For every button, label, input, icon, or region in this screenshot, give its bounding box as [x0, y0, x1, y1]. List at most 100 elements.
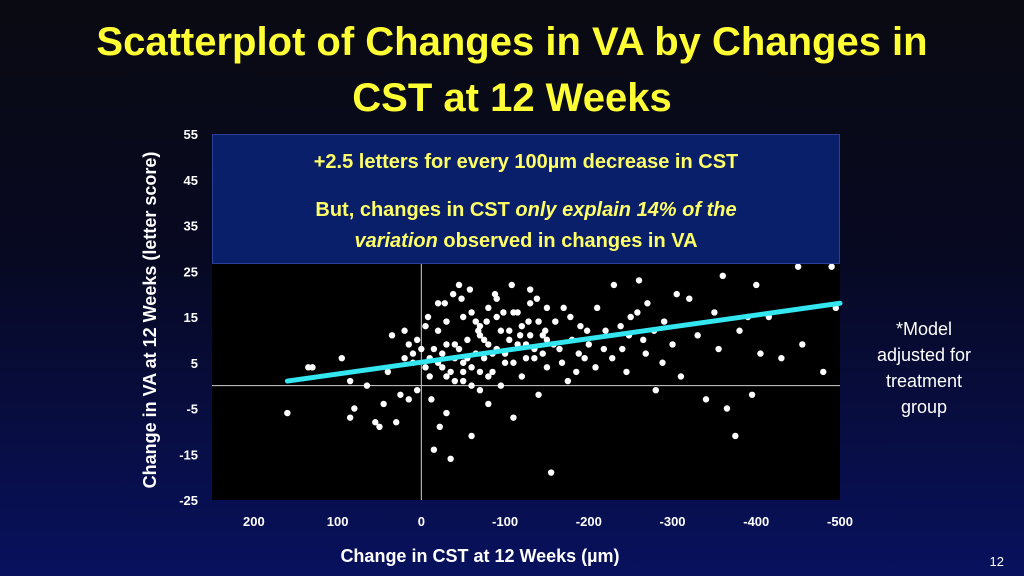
data-point: [443, 341, 450, 348]
data-point: [757, 350, 764, 357]
page-number: 12: [989, 554, 1004, 569]
data-point: [413, 336, 421, 344]
data-point: [380, 400, 387, 408]
data-point: [635, 277, 643, 284]
data-point: [447, 368, 454, 376]
data-point: [491, 290, 499, 298]
data-point: [443, 409, 450, 417]
data-point: [547, 469, 555, 476]
y-tick-label: -25: [179, 493, 198, 508]
data-point: [468, 382, 475, 389]
x-tick-label: 0: [418, 514, 425, 529]
annotation-line-1: +2.5 letters for every 100µm decrease in…: [313, 151, 739, 173]
data-point: [609, 354, 616, 362]
data-point: [702, 396, 710, 403]
data-point: [439, 364, 446, 371]
data-point: [552, 318, 559, 325]
data-point: [736, 327, 743, 334]
model-note-line-4: group: [900, 397, 948, 417]
data-point: [451, 341, 459, 348]
data-point: [460, 313, 467, 321]
data-point: [393, 419, 400, 426]
data-point: [441, 300, 448, 307]
data-point: [405, 396, 412, 403]
data-point: [660, 318, 668, 325]
data-point: [430, 345, 438, 353]
annotation-text-c: variation: [354, 230, 438, 252]
data-point: [401, 327, 408, 334]
data-point: [723, 405, 731, 412]
x-tick-label: -500: [827, 514, 853, 529]
data-point: [592, 364, 599, 371]
chart-title-line-2: CST at 12 Weeks: [352, 76, 672, 120]
data-point: [539, 350, 546, 357]
x-tick-label: -200: [576, 514, 602, 529]
data-point: [483, 318, 490, 325]
data-point: [564, 377, 572, 385]
data-point: [600, 345, 608, 353]
data-point: [346, 377, 354, 385]
data-point: [372, 419, 379, 426]
data-point: [610, 281, 618, 289]
data-point: [617, 322, 624, 330]
data-point: [506, 336, 513, 344]
data-point: [500, 309, 507, 316]
data-point: [694, 332, 701, 339]
data-point: [434, 300, 442, 307]
model-note: *Model adjusted for treatment group: [862, 316, 986, 420]
data-point: [384, 368, 392, 376]
data-point: [558, 359, 566, 366]
data-point: [460, 368, 467, 376]
data-point: [623, 368, 630, 376]
data-point: [577, 322, 584, 330]
data-point: [652, 387, 659, 394]
data-point: [799, 341, 806, 348]
y-tick-label: 15: [184, 310, 198, 325]
data-point: [472, 318, 479, 325]
data-point: [460, 377, 467, 385]
data-point: [455, 281, 463, 289]
data-point: [542, 327, 549, 334]
data-point: [732, 432, 739, 440]
data-point: [485, 400, 492, 408]
data-point: [535, 391, 542, 398]
data-point: [443, 373, 450, 380]
data-point: [510, 414, 517, 421]
data-point: [493, 313, 500, 321]
x-axis-label: Change in CST at 12 Weeks (µm): [340, 546, 620, 566]
y-tick-label: -5: [186, 402, 198, 417]
data-point: [510, 309, 517, 316]
data-point: [405, 341, 412, 348]
data-point: [715, 345, 722, 353]
data-point: [455, 345, 463, 353]
data-point: [673, 290, 680, 298]
data-point: [422, 364, 429, 371]
data-point: [489, 368, 496, 376]
data-point: [535, 318, 542, 325]
data-point: [575, 350, 582, 357]
data-point: [436, 423, 443, 430]
data-point: [533, 295, 541, 302]
data-point: [669, 341, 676, 348]
data-point: [424, 313, 432, 321]
data-point: [443, 318, 450, 325]
data-point: [794, 263, 802, 270]
x-tick-label: -300: [660, 514, 686, 529]
data-point: [376, 423, 383, 430]
data-point: [468, 432, 475, 440]
data-point: [627, 313, 634, 321]
y-tick-label: 25: [184, 264, 198, 279]
data-point: [719, 272, 726, 280]
annotation-line-2: But, changes in CST only explain 14% of …: [213, 195, 839, 257]
chart-title: Scatterplot of Changes in VA by Changes …: [0, 14, 1024, 126]
model-note-line-3: treatment: [885, 371, 963, 391]
data-point: [468, 309, 475, 316]
data-point: [434, 327, 442, 334]
data-point: [748, 391, 756, 398]
data-point: [644, 300, 651, 307]
data-point: [338, 354, 345, 362]
data-point: [449, 290, 457, 298]
data-point: [284, 409, 291, 417]
data-point: [475, 327, 482, 334]
model-note-line-1: *Model: [895, 319, 953, 339]
